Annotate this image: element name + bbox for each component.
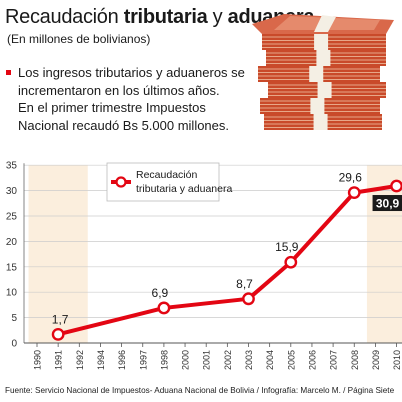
x-tick-label: 2000 [181, 350, 191, 370]
y-tick-label: 20 [6, 237, 18, 248]
data-label: 6,9 [152, 286, 169, 300]
money-stack-icon [252, 14, 394, 130]
description-line: Los ingresos tributarios y aduaneros se [18, 65, 245, 80]
x-tick-label: 1992 [75, 350, 85, 370]
x-tick-label: 2004 [265, 350, 275, 370]
y-tick-label: 35 [6, 161, 18, 172]
data-point [284, 255, 298, 269]
highlight-band [28, 165, 88, 343]
x-tick-label: 1997 [138, 350, 148, 370]
x-tick-label: 1996 [117, 350, 127, 370]
description-line: incrementaron en los últimos años. [18, 82, 220, 98]
data-label: 1,7 [52, 312, 69, 326]
x-tick-label: 2008 [350, 350, 360, 370]
description-line: En el primer trimestre Impuestos [18, 100, 206, 115]
x-tick-label: 2003 [244, 350, 254, 370]
data-label: 8,7 [236, 277, 253, 291]
bill-band [309, 66, 324, 82]
bullet-icon [6, 70, 11, 75]
data-point [157, 301, 171, 315]
x-tick-label: 2009 [371, 350, 381, 370]
bill-band [310, 98, 325, 114]
data-point [347, 186, 361, 200]
legend-label: Recaudación tributaria y aduanera [136, 169, 232, 195]
title-regular: Recaudación [5, 6, 124, 28]
data-label: 29,6 [339, 171, 363, 185]
x-tick-label: 1994 [96, 350, 106, 370]
bill-band [317, 82, 332, 98]
title-middle: y [207, 6, 228, 28]
data-point [390, 179, 402, 193]
data-point [51, 327, 65, 341]
bill-band [313, 114, 328, 130]
x-tick-label: 2002 [223, 350, 233, 370]
x-tick-label: 2005 [286, 350, 296, 370]
bill-band [316, 50, 331, 66]
y-tick-label: 0 [11, 339, 17, 350]
y-tick-label: 15 [6, 262, 18, 273]
data-label: 15,9 [275, 240, 299, 254]
x-tick-label: 1998 [159, 350, 169, 370]
line-chart: 0 5 10 15 20 25 30 35 1990 1991 1992 1994 1996 1997 1… [6, 161, 402, 370]
title-bold-1: tributaria [123, 6, 208, 28]
chart-subtitle: (En millones de bolivianos) [7, 32, 151, 46]
data-label: 30,9 [376, 197, 400, 211]
x-tick-label: 1990 [33, 350, 43, 370]
x-tick-label: 1991 [54, 350, 64, 370]
series-line [57, 184, 397, 337]
highlight-band [366, 165, 402, 343]
x-tick-label: 2001 [202, 350, 212, 370]
x-tick-label: 2006 [307, 350, 317, 370]
bill-band [314, 34, 329, 50]
description-line: Nacional recaudó Bs 5.000 millones. [18, 117, 230, 133]
y-tick-label: 10 [6, 288, 18, 299]
y-tick-label: 30 [6, 186, 18, 197]
last-value-box [372, 195, 402, 212]
x-tick-label: 2007 [329, 350, 339, 370]
legend-point-swatch [115, 176, 127, 188]
x-tick-label: 2010 [392, 350, 402, 370]
source-note: Fuente: Servicio Nacional de Impuestos- … [5, 386, 395, 395]
y-tick-label: 25 [6, 212, 18, 223]
data-point [242, 292, 255, 306]
description: Los ingresos tributarios y aduaneros se … [18, 64, 258, 134]
y-tick-label: 5 [11, 313, 17, 324]
bill-band-top [314, 15, 336, 32]
